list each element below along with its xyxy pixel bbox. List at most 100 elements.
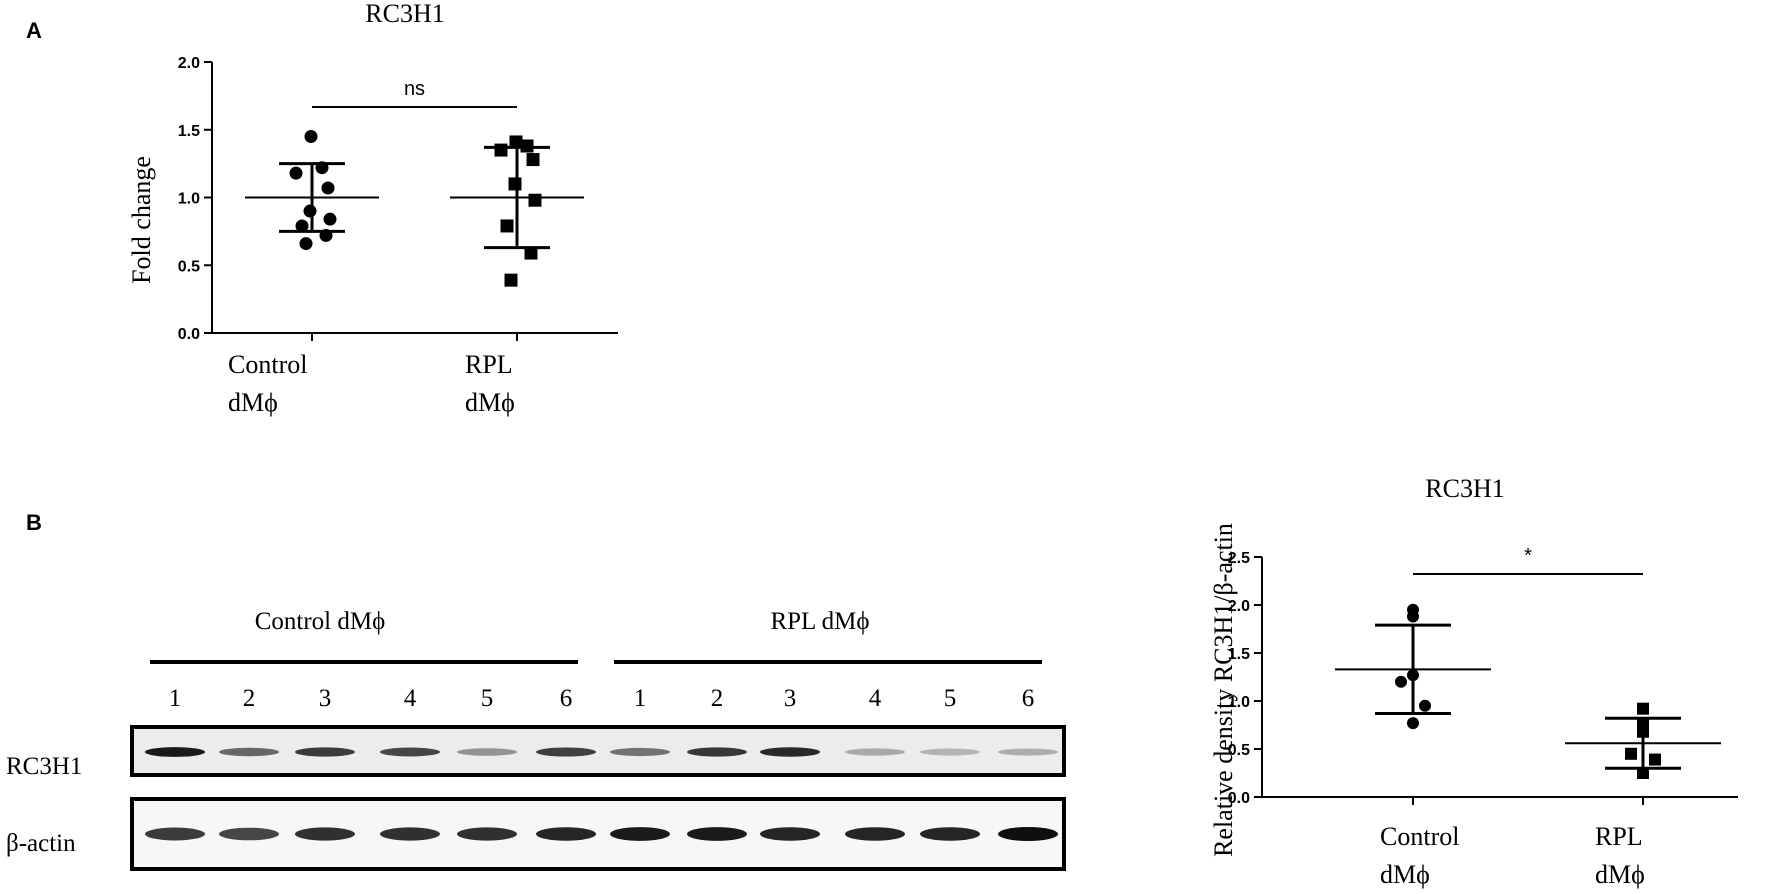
data-point	[323, 212, 337, 226]
y-tick-label: 0.5	[178, 258, 200, 275]
data-point	[304, 130, 318, 144]
data-point	[295, 219, 309, 233]
data-point	[299, 237, 313, 251]
blot-band	[457, 827, 517, 841]
blot-lane-number: 5	[481, 685, 494, 712]
blot-lane-number: 3	[784, 685, 797, 712]
data-point	[1637, 702, 1649, 715]
blot-lane-number: 6	[560, 685, 573, 712]
y-tick-label: 1.0	[1228, 694, 1250, 711]
x-category-label: RPL	[465, 350, 513, 379]
y-tick-label: 0.0	[178, 326, 200, 343]
y-tick-label: 0.5	[1228, 742, 1250, 759]
y-tick-label: 0.0	[1228, 790, 1250, 807]
data-point	[508, 177, 522, 191]
blot-lane-number: 2	[711, 685, 724, 712]
blot-band	[219, 747, 279, 757]
blot-band	[760, 827, 820, 841]
blot-band	[920, 748, 980, 756]
blot-band	[845, 827, 905, 841]
blot-row-label-actin: β-actin	[6, 830, 76, 857]
data-point	[526, 153, 540, 167]
blot-band	[845, 748, 905, 756]
panel-b-label: B	[26, 510, 42, 535]
blot-band	[295, 747, 355, 757]
blot-lane-number: 1	[169, 685, 182, 712]
blot-band	[760, 747, 820, 757]
x-category-label: RPL	[1595, 822, 1643, 851]
y-tick-label: 2.5	[1228, 550, 1250, 567]
blot-lane-number: 1	[634, 685, 647, 712]
blot-band	[998, 827, 1058, 841]
blot-band	[219, 827, 279, 841]
data-point	[1637, 725, 1649, 738]
blot-band	[687, 827, 747, 841]
blot-band	[920, 827, 980, 841]
data-point	[1625, 747, 1637, 760]
blot-lane-number: 6	[1022, 685, 1035, 712]
data-point	[1395, 675, 1407, 688]
blot-band	[687, 747, 747, 757]
data-point	[321, 181, 335, 195]
data-point	[319, 228, 333, 242]
blot-group-label-control: Control dMϕ	[255, 608, 386, 635]
data-point	[289, 166, 303, 180]
data-point	[520, 139, 534, 153]
blot-band	[610, 747, 670, 757]
blot-lane-number: 3	[319, 685, 332, 712]
data-point	[500, 219, 514, 233]
data-point	[1649, 753, 1661, 766]
panel-a-label: A	[26, 18, 42, 43]
blot-lane-number: 2	[243, 685, 256, 712]
chart-a: RC3H1 Fold change 0.0 0.5 1.0 1.5 2.0 Control…	[127, 0, 618, 417]
blot-band	[457, 748, 517, 756]
chart-b: RC3H1 Relative density RC3H1/β-actin 0.0…	[1209, 474, 1738, 889]
y-tick-label: 2.0	[178, 55, 200, 72]
significance-label: *	[1524, 545, 1532, 567]
y-tick-label: 1.0	[178, 191, 200, 208]
data-point	[1419, 699, 1431, 712]
western-blot: Control dMϕ RPL dMϕ 1 2 3 4 5 6 1 2 3 4 5 6 RC3H1 β-act…	[6, 608, 1066, 871]
x-category-label: Control	[1380, 822, 1459, 851]
blot-band	[295, 827, 355, 841]
blot-band	[536, 747, 596, 757]
blot-band	[998, 748, 1058, 756]
x-category-label: dMϕ	[1380, 860, 1430, 889]
x-category-label: dMϕ	[1595, 860, 1645, 889]
chart-a-title: RC3H1	[365, 0, 444, 28]
data-point	[315, 161, 329, 175]
y-tick-label: 1.5	[1228, 646, 1250, 663]
blot-band	[380, 827, 440, 841]
data-point	[1407, 717, 1419, 730]
blot-strip-rc3h1	[130, 725, 1066, 777]
data-point	[524, 246, 538, 260]
blot-band	[145, 827, 205, 841]
blot-band	[610, 827, 670, 841]
y-tick-label: 1.5	[178, 123, 200, 140]
data-point	[303, 204, 317, 218]
blot-lane-number: 4	[404, 685, 417, 712]
data-point	[509, 135, 523, 149]
data-point	[1407, 669, 1419, 682]
chart-b-ylabel: Relative density RC3H1/β-actin	[1209, 523, 1238, 857]
data-point	[1637, 767, 1649, 779]
blot-row-label-rc3h1: RC3H1	[6, 753, 82, 780]
data-point	[494, 143, 508, 157]
data-point	[1407, 610, 1419, 623]
x-category-label: dMϕ	[465, 388, 515, 417]
blot-group-label-rpl: RPL dMϕ	[770, 608, 869, 635]
y-tick-label: 2.0	[1228, 598, 1250, 615]
x-category-label: Control	[228, 350, 307, 379]
chart-a-ylabel: Fold change	[127, 156, 156, 284]
blot-strip-actin	[130, 797, 1066, 871]
blot-lane-number: 5	[944, 685, 957, 712]
significance-label: ns	[404, 78, 425, 100]
blot-band	[145, 747, 205, 757]
chart-b-title: RC3H1	[1425, 474, 1504, 503]
data-point	[504, 273, 518, 287]
blot-lane-number: 4	[869, 685, 882, 712]
x-category-label: dMϕ	[228, 388, 278, 417]
blot-band	[380, 747, 440, 757]
data-point	[528, 193, 542, 207]
